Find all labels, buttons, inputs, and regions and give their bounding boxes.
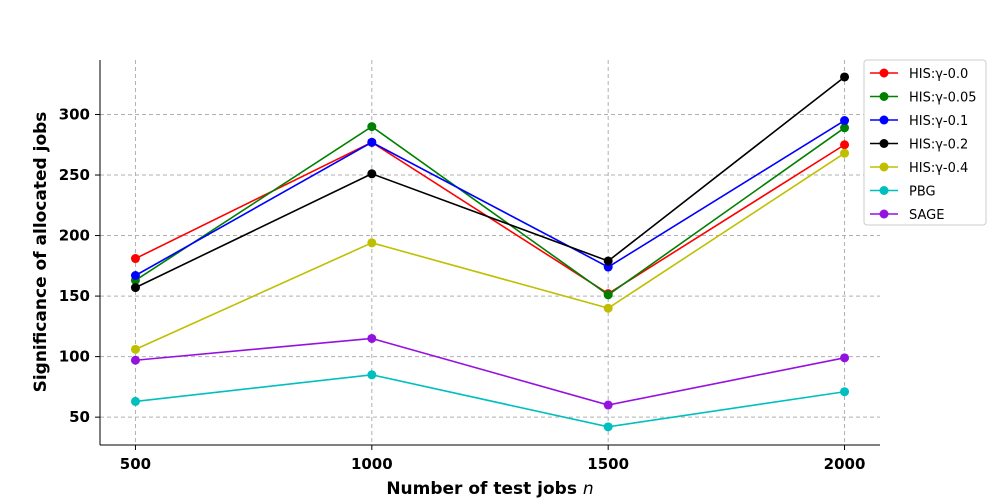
x-tick-label: 2000: [824, 455, 866, 473]
data-point: [367, 169, 377, 179]
data-point: [367, 238, 377, 248]
legend-label: HIS:γ-0.4: [909, 161, 968, 176]
data-point: [130, 355, 140, 365]
data-point: [603, 256, 613, 266]
legend-marker: [879, 92, 889, 101]
legend-marker: [879, 115, 889, 125]
legend-item: PBG: [870, 185, 936, 200]
legend-item: SAGE: [870, 208, 944, 223]
legend-marker: [879, 68, 889, 78]
y-tick-label: 100: [59, 348, 90, 366]
data-point: [130, 396, 140, 406]
legend-item: HIS:γ-0.1: [870, 114, 968, 129]
x-ticks: 500 1000 1500 2000: [120, 445, 866, 473]
data-point: [603, 290, 613, 300]
y-tick-label: 200: [59, 227, 90, 245]
data-point: [840, 353, 850, 363]
data-point: [367, 370, 377, 380]
legend: HIS:γ-0.0 HIS:γ-0.05 HIS:γ-0.1 HIS:γ-0.2 HIS…: [863, 59, 987, 226]
y-axis-label: Significance of allocated jobs: [31, 112, 51, 393]
legend-marker: [879, 139, 889, 148]
data-point: [840, 116, 850, 126]
legend-item: HIS:γ-0.4: [870, 161, 968, 176]
data-point: [603, 303, 613, 313]
series-path: [135, 373, 845, 428]
data-point: [130, 344, 140, 354]
legend-item: HIS:γ-0.05: [870, 91, 977, 106]
y-tick-label: 50: [69, 408, 90, 426]
legend-marker: [879, 186, 889, 195]
series-path: [135, 152, 845, 351]
x-tick-label: 1000: [351, 455, 393, 473]
legend-label: HIS:γ-0.0: [909, 67, 968, 82]
series-group: [130, 72, 850, 432]
axes: [99, 60, 880, 446]
y-tick-label: 300: [59, 105, 90, 123]
data-point: [130, 271, 140, 281]
data-point: [840, 72, 850, 82]
series-line: [130, 148, 850, 354]
series-line: [130, 122, 850, 300]
y-tick-label: 250: [59, 166, 90, 184]
series-line: [130, 370, 850, 432]
legend-marker: [879, 209, 889, 219]
series-path: [135, 337, 845, 406]
y-ticks: 50 100 150 200 250 300: [59, 105, 100, 426]
series-line: [130, 72, 850, 293]
legend-item: HIS:γ-0.0: [870, 67, 968, 82]
y-tick-label: 150: [59, 287, 90, 305]
data-point: [367, 137, 377, 147]
series-path: [135, 125, 846, 296]
legend-item: HIS:γ-0.2: [870, 138, 968, 153]
legend-label: HIS:γ-0.1: [909, 114, 968, 129]
grid: [100, 60, 880, 445]
legend-label: HIS:γ-0.2: [909, 138, 968, 153]
legend-label: HIS:γ-0.05: [909, 91, 977, 106]
series-line: [130, 333, 850, 410]
data-point: [840, 148, 850, 158]
x-tick-label: 500: [120, 455, 151, 473]
series-path: [135, 76, 846, 289]
data-point: [603, 422, 613, 432]
x-axis-label: Number of test jobs n: [386, 479, 593, 499]
data-point: [840, 123, 850, 133]
legend-box: [863, 59, 987, 226]
data-point: [840, 387, 850, 397]
data-point: [130, 283, 140, 293]
data-point: [130, 254, 140, 264]
data-point: [603, 400, 613, 410]
legend-label: PBG: [909, 185, 936, 200]
legend-marker: [879, 162, 889, 172]
data-point: [367, 333, 377, 343]
x-tick-label: 1500: [587, 455, 629, 473]
legend-label: SAGE: [909, 208, 944, 223]
data-point: [840, 140, 850, 150]
data-point: [367, 122, 377, 132]
series-line: [130, 116, 850, 281]
series-path: [135, 119, 845, 277]
